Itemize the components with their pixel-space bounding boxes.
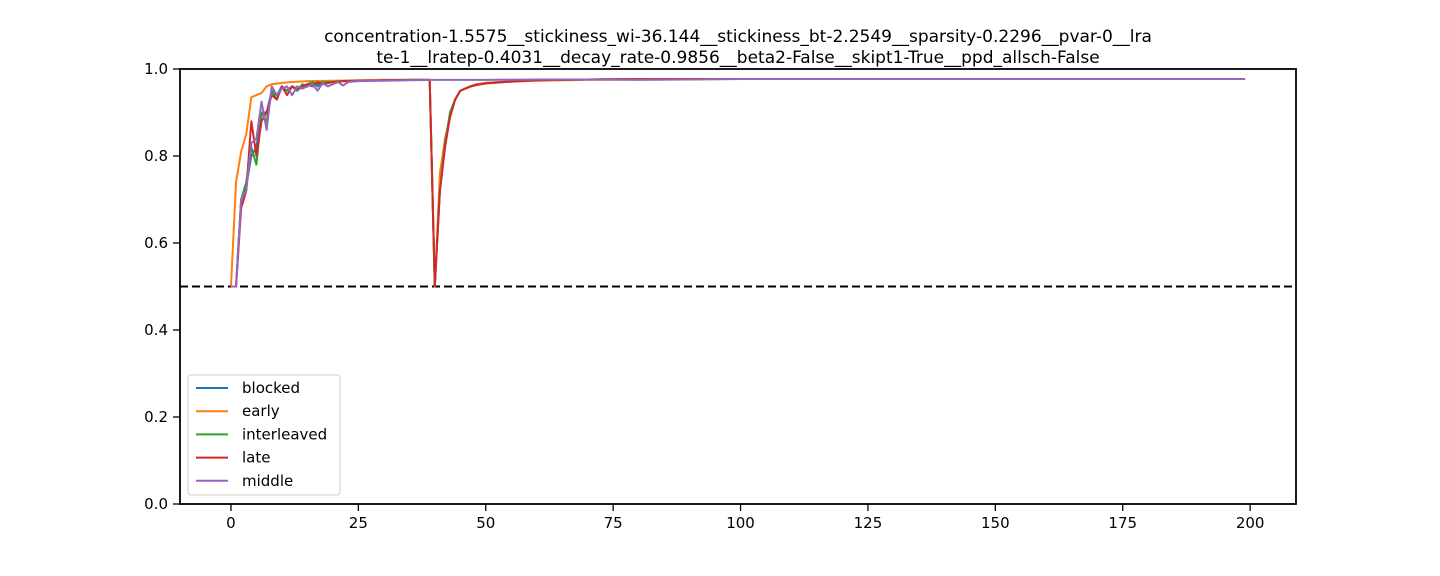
legend-label-early: early [242,402,280,420]
y-axis-ticks: 0.0 0.2 0.4 0.6 0.8 1.0 [144,60,180,513]
y-tick-label: 0.0 [144,495,168,513]
series-lines [229,78,1246,288]
y-tick-label: 0.6 [144,234,168,252]
plot-frame [179,68,1297,505]
chart-title-line-1: concentration-1.5575__stickiness_wi-36.1… [324,27,1152,47]
y-tick-label: 1.0 [144,60,168,78]
x-tick-label: 125 [854,514,883,532]
x-tick-label: 150 [981,514,1010,532]
x-tick-label: 175 [1108,514,1137,532]
x-tick-label: 100 [726,514,755,532]
x-tick-label: 50 [476,514,495,532]
y-tick-label: 0.4 [144,321,168,339]
legend-label-interleaved: interleaved [242,425,327,443]
y-tick-label: 0.8 [144,147,168,165]
x-axis-ticks: 0 25 50 75 100 125 150 175 200 [226,504,1264,532]
x-tick-label: 200 [1236,514,1265,532]
legend-label-blocked: blocked [242,379,300,397]
x-tick-label: 75 [604,514,623,532]
x-tick-label: 0 [226,514,236,532]
legend-label-middle: middle [242,472,293,490]
y-tick-label: 0.2 [144,408,168,426]
legend-label-late: late [242,449,270,467]
x-tick-label: 25 [349,514,368,532]
chart-title-line-2: te-1__lratep-0.4031__decay_rate-0.9856__… [376,48,1099,68]
legend: blocked early interleaved late middle [187,374,341,496]
legend-box [187,374,341,496]
series-line-middle [230,78,1246,288]
